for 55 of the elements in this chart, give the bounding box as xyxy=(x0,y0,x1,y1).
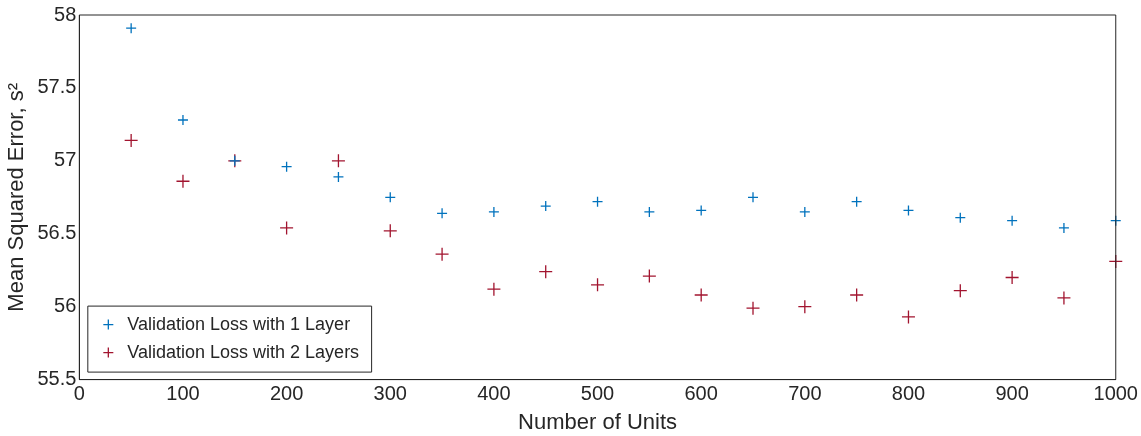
point xyxy=(125,22,137,34)
y-tick-label: 58 xyxy=(54,2,77,25)
point xyxy=(695,204,707,217)
y-axis-title: Mean Squared Error, s² xyxy=(3,82,29,312)
x-tick-label: 200 xyxy=(269,382,304,405)
point xyxy=(279,220,294,236)
legend-label: Validation Loss with 2 Layers xyxy=(127,341,360,362)
point xyxy=(331,153,346,168)
point xyxy=(488,206,500,218)
x-tick-label: 100 xyxy=(166,382,200,405)
point xyxy=(1006,214,1018,227)
y-tick-label: 56.5 xyxy=(37,221,77,244)
point xyxy=(954,212,966,224)
point xyxy=(799,206,811,218)
point xyxy=(175,174,191,189)
x-tick-label: 500 xyxy=(580,382,615,405)
point xyxy=(694,287,709,303)
point xyxy=(745,300,761,316)
point xyxy=(902,204,915,217)
point xyxy=(1004,270,1020,285)
x-tick-label: 800 xyxy=(891,382,926,405)
x-tick-label: 600 xyxy=(684,382,718,405)
point xyxy=(642,268,657,284)
point xyxy=(851,196,863,208)
x-tick-label: 1000 xyxy=(1093,382,1138,405)
point xyxy=(849,287,864,303)
point xyxy=(901,309,916,325)
point xyxy=(383,223,398,238)
point xyxy=(280,161,293,173)
point xyxy=(797,299,812,314)
point xyxy=(747,191,759,203)
point xyxy=(436,207,448,219)
point xyxy=(540,200,552,212)
x-tick-label: 700 xyxy=(788,382,822,405)
point xyxy=(486,282,502,297)
point xyxy=(1056,290,1072,306)
point xyxy=(332,171,345,183)
point xyxy=(538,264,553,279)
point xyxy=(590,277,605,292)
point xyxy=(953,283,968,298)
x-tick-label: 900 xyxy=(995,382,1029,405)
point xyxy=(124,133,139,148)
point xyxy=(591,196,604,208)
point xyxy=(643,206,656,218)
x-tick-label: 400 xyxy=(477,382,511,405)
y-tick-label: 57.5 xyxy=(37,75,77,98)
y-tick-label: 57 xyxy=(54,148,77,171)
x-axis-title: Number of Units xyxy=(518,408,678,434)
point xyxy=(384,191,396,203)
y-tick-label: 56 xyxy=(54,294,77,317)
point xyxy=(1058,222,1070,234)
x-tick-label: 300 xyxy=(373,382,407,405)
point xyxy=(177,114,189,126)
legend-label: Validation Loss with 1 Layer xyxy=(127,313,351,334)
point xyxy=(434,247,450,262)
